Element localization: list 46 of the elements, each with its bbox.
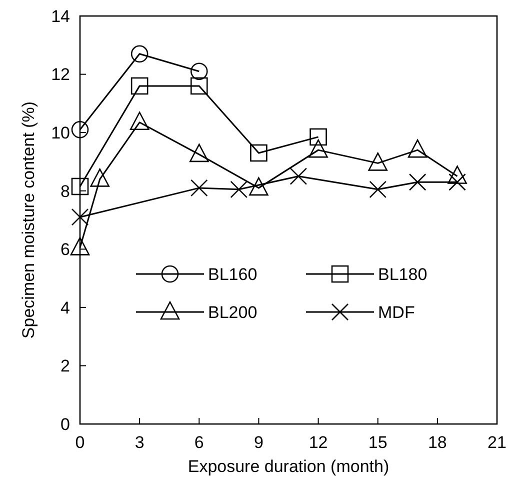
point: [308, 139, 328, 158]
point: [130, 77, 148, 95]
y-tick-label: 10: [51, 124, 70, 143]
point: [448, 166, 467, 184]
point: [249, 177, 268, 196]
point: [130, 45, 148, 63]
point: [190, 179, 208, 197]
point: [190, 62, 208, 80]
y-tick-label: 0: [60, 414, 70, 434]
point: [250, 144, 268, 162]
x-tick-label: 21: [488, 433, 506, 452]
point: [408, 139, 428, 158]
x-tick-label: 3: [134, 433, 144, 452]
y-tick-label: 6: [60, 240, 70, 260]
x-tick-label: 0: [75, 433, 85, 452]
legend-label: BL200: [208, 302, 258, 322]
point: [310, 128, 327, 146]
y-tick-label: 4: [60, 298, 70, 318]
point: [369, 180, 387, 198]
x-tick-label: 9: [254, 433, 264, 452]
point: [71, 178, 89, 196]
y-tick-label: 12: [51, 65, 70, 84]
point: [230, 180, 248, 198]
legend-label: MDF: [378, 302, 415, 322]
y-tick-label: 8: [60, 182, 70, 201]
y-tick-label: 2: [60, 356, 70, 376]
point: [290, 168, 308, 185]
point: [90, 168, 110, 187]
x-tick-label: 6: [194, 433, 204, 452]
x-tick-label: 15: [368, 433, 388, 452]
point: [71, 208, 89, 226]
legend-label: BL160: [208, 264, 258, 284]
point: [189, 144, 209, 162]
x-axis-title: Exposure duration (month): [188, 457, 390, 476]
y-axis-title: Specimen moisture content (%): [19, 101, 38, 339]
point: [368, 152, 388, 171]
point: [130, 112, 150, 130]
point: [190, 77, 208, 95]
x-tick-label: 18: [428, 433, 447, 452]
point: [70, 237, 90, 256]
x-tick-label: 12: [308, 433, 328, 452]
legend-label: BL180: [378, 264, 428, 284]
point: [71, 121, 89, 138]
point: [408, 173, 426, 191]
point: [448, 173, 466, 191]
y-tick-label: 14: [51, 6, 70, 26]
